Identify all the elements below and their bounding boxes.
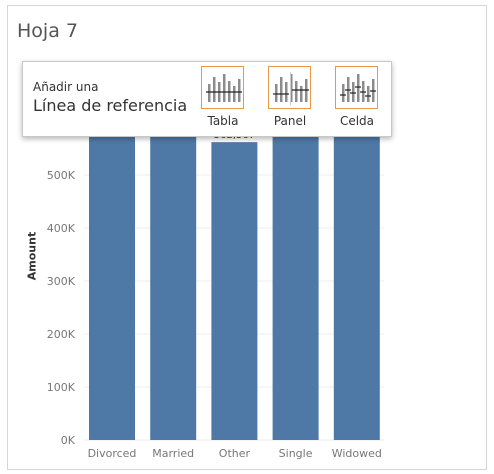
reference-line-popup: Añadir una Línea de referencia Tabla: [22, 61, 392, 137]
y-tick-label: 400K: [47, 222, 76, 235]
x-tick-label: Divorced: [88, 447, 137, 460]
x-tick-label: Widowed: [332, 447, 382, 460]
reference-option-pane-label: Panel: [273, 114, 307, 128]
popup-add-text: Añadir una: [33, 80, 99, 94]
bar: [89, 122, 135, 440]
reference-option-pane[interactable]: Panel: [268, 66, 314, 134]
y-tick-label: 0K: [61, 434, 76, 447]
bar: [272, 122, 319, 440]
reference-line-table-icon: [201, 66, 244, 109]
bar: [211, 142, 258, 440]
y-tick-label: 500K: [47, 169, 76, 182]
y-tick-label: 100K: [47, 381, 76, 394]
sheet-title: Hoja 7: [17, 20, 78, 42]
reference-line-cell-icon: [335, 66, 378, 109]
reference-option-cell-label: Celda: [339, 114, 375, 128]
reference-option-cell[interactable]: Celda: [335, 66, 381, 134]
reference-line-pane-icon: [268, 66, 311, 109]
y-axis-title: Amount: [25, 231, 39, 281]
y-tick-label: 200K: [47, 328, 76, 341]
popup-title: Línea de referencia: [33, 96, 188, 115]
reference-option-table-label: Tabla: [207, 114, 239, 128]
x-tick-label: Married: [152, 447, 194, 460]
bar: [150, 122, 197, 440]
reference-option-table[interactable]: Tabla: [201, 66, 247, 134]
x-tick-label: Other: [219, 447, 251, 460]
y-tick-label: 300K: [47, 275, 76, 288]
x-tick-label: Single: [279, 447, 313, 460]
bar: [333, 122, 380, 440]
